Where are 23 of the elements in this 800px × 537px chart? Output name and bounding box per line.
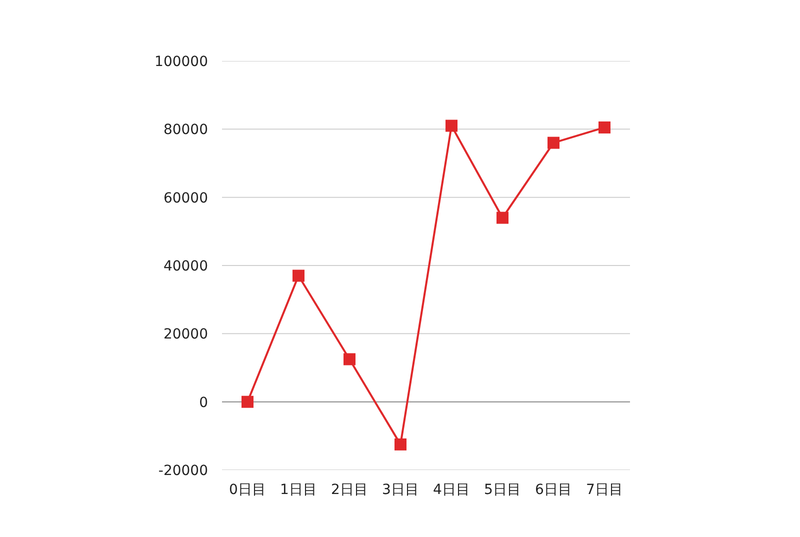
x-tick-label: 2日目: [331, 482, 368, 498]
point: [548, 136, 560, 149]
point: [446, 120, 458, 132]
point: [292, 270, 304, 282]
point: [598, 121, 610, 134]
point: [394, 438, 406, 450]
x-tick-label: 5日目: [484, 482, 521, 498]
y-tick-label: 60000: [163, 190, 208, 206]
point: [344, 353, 356, 366]
y-tick-label: 40000: [163, 258, 208, 274]
y-tick-label: 20000: [163, 326, 208, 343]
point: [496, 212, 508, 224]
y-tick-label: 0: [199, 394, 208, 411]
y-tick-label: -20000: [158, 462, 208, 479]
x-tick-label: 4日目: [433, 482, 470, 498]
point: [242, 396, 254, 408]
x-tick-label: 6日目: [535, 482, 572, 498]
x-tick-label: 7日目: [586, 482, 623, 498]
x-tick-label: 3日目: [382, 482, 419, 498]
y-tick-label: 100000: [154, 54, 208, 70]
x-tick-label: 0日目: [229, 482, 266, 498]
x-tick-label: 1日目: [280, 482, 317, 498]
y-tick-label: 80000: [163, 122, 208, 138]
